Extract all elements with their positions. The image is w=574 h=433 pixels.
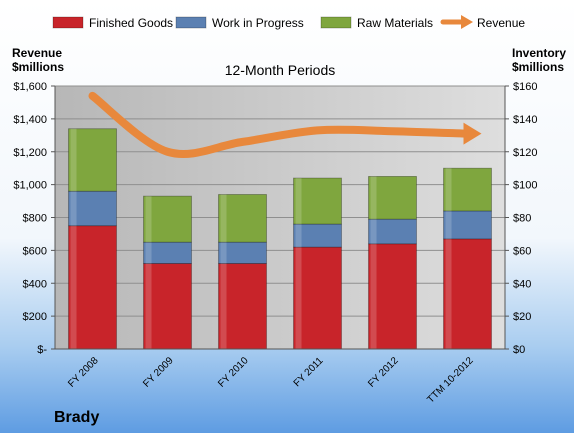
bar-work-in-progress: [68, 190, 117, 227]
left-tick-label: $1,600: [13, 81, 47, 93]
legend-label: Work in Progress: [212, 16, 304, 30]
gridlines: [55, 85, 505, 317]
bar-highlight: [295, 247, 302, 349]
bar-highlight: [445, 238, 452, 349]
legend-swatch: [320, 16, 352, 29]
left-tick-label: $400: [23, 278, 47, 290]
right-tick-label: $20: [513, 311, 531, 323]
bar-raw-materials: [293, 177, 342, 225]
company-name: Brady: [54, 409, 99, 426]
bar-highlight: [145, 196, 152, 243]
bar-finished-goods: [293, 246, 342, 350]
bar-finished-goods: [218, 263, 267, 350]
left-axis-title-line2: $millions: [12, 60, 64, 74]
bar-highlight: [295, 224, 302, 248]
bar-finished-goods: [443, 238, 492, 350]
bar-highlight: [295, 178, 302, 225]
bars: [68, 128, 492, 350]
right-axis-title-line2: $millions: [512, 60, 564, 74]
bar-highlight: [220, 242, 227, 264]
right-tick-label: $40: [513, 278, 531, 290]
legend-label: Revenue: [477, 16, 525, 30]
bar-raw-materials: [218, 194, 267, 243]
left-tick-label: $-: [37, 344, 47, 356]
bar-highlight: [445, 168, 452, 211]
bar-highlight: [370, 243, 377, 349]
right-tick-label: $100: [513, 180, 537, 192]
bar-highlight: [370, 219, 377, 244]
left-tick-label: $1,000: [13, 180, 47, 192]
right-tick-label: $140: [513, 114, 537, 126]
legend-label: Raw Materials: [357, 16, 433, 30]
left-tick-label: $1,400: [13, 114, 47, 126]
right-tick-label: $60: [513, 245, 531, 257]
bar-highlight: [145, 242, 152, 264]
revenue-line-layer: [88, 91, 482, 159]
bar-highlight: [70, 191, 77, 226]
right-axis: $0 $20 $40 $60 $80 $100 $120 $140 $160: [504, 81, 537, 356]
left-axis-title-line1: Revenue: [12, 46, 62, 60]
left-tick-label: $600: [23, 245, 47, 257]
revenue-arrowhead: [463, 122, 482, 145]
bar-highlight: [370, 176, 377, 220]
bar-raw-materials: [443, 167, 492, 212]
left-tick-label: $800: [23, 213, 47, 225]
bar-highlight: [445, 210, 452, 239]
left-tick-label: $1,200: [13, 147, 47, 159]
right-axis-title-line1: Inventory: [512, 46, 566, 60]
bar-work-in-progress: [368, 218, 417, 245]
bar-raw-materials: [143, 195, 192, 243]
right-tick-label: $120: [513, 147, 537, 159]
bar-finished-goods: [68, 225, 117, 350]
bar-highlight: [70, 128, 77, 192]
legend-arrow-swatch: [461, 15, 473, 29]
bar-highlight: [220, 194, 227, 243]
revenue-line: [88, 91, 472, 159]
legend-swatch: [175, 16, 207, 29]
legend-label: Finished Goods: [89, 16, 173, 30]
chart-title: 12-Month Periods: [225, 62, 336, 78]
right-tick-label: $160: [513, 81, 537, 93]
bar-highlight: [145, 263, 152, 349]
bar-highlight: [220, 263, 227, 349]
bar-raw-materials: [68, 128, 117, 192]
bar-raw-materials: [368, 176, 417, 220]
legend: Finished Goods Work in Progress Raw Materi…: [52, 15, 525, 30]
right-tick-label: $80: [513, 213, 531, 225]
right-tick-label: $0: [513, 344, 525, 356]
left-tick-label: $200: [23, 311, 47, 323]
bar-highlight: [70, 225, 77, 349]
legend-swatch: [52, 16, 84, 29]
left-axis: $- $200 $400 $600 $800 $1,000 $1,200 $1,400 $1,6…: [13, 81, 56, 356]
